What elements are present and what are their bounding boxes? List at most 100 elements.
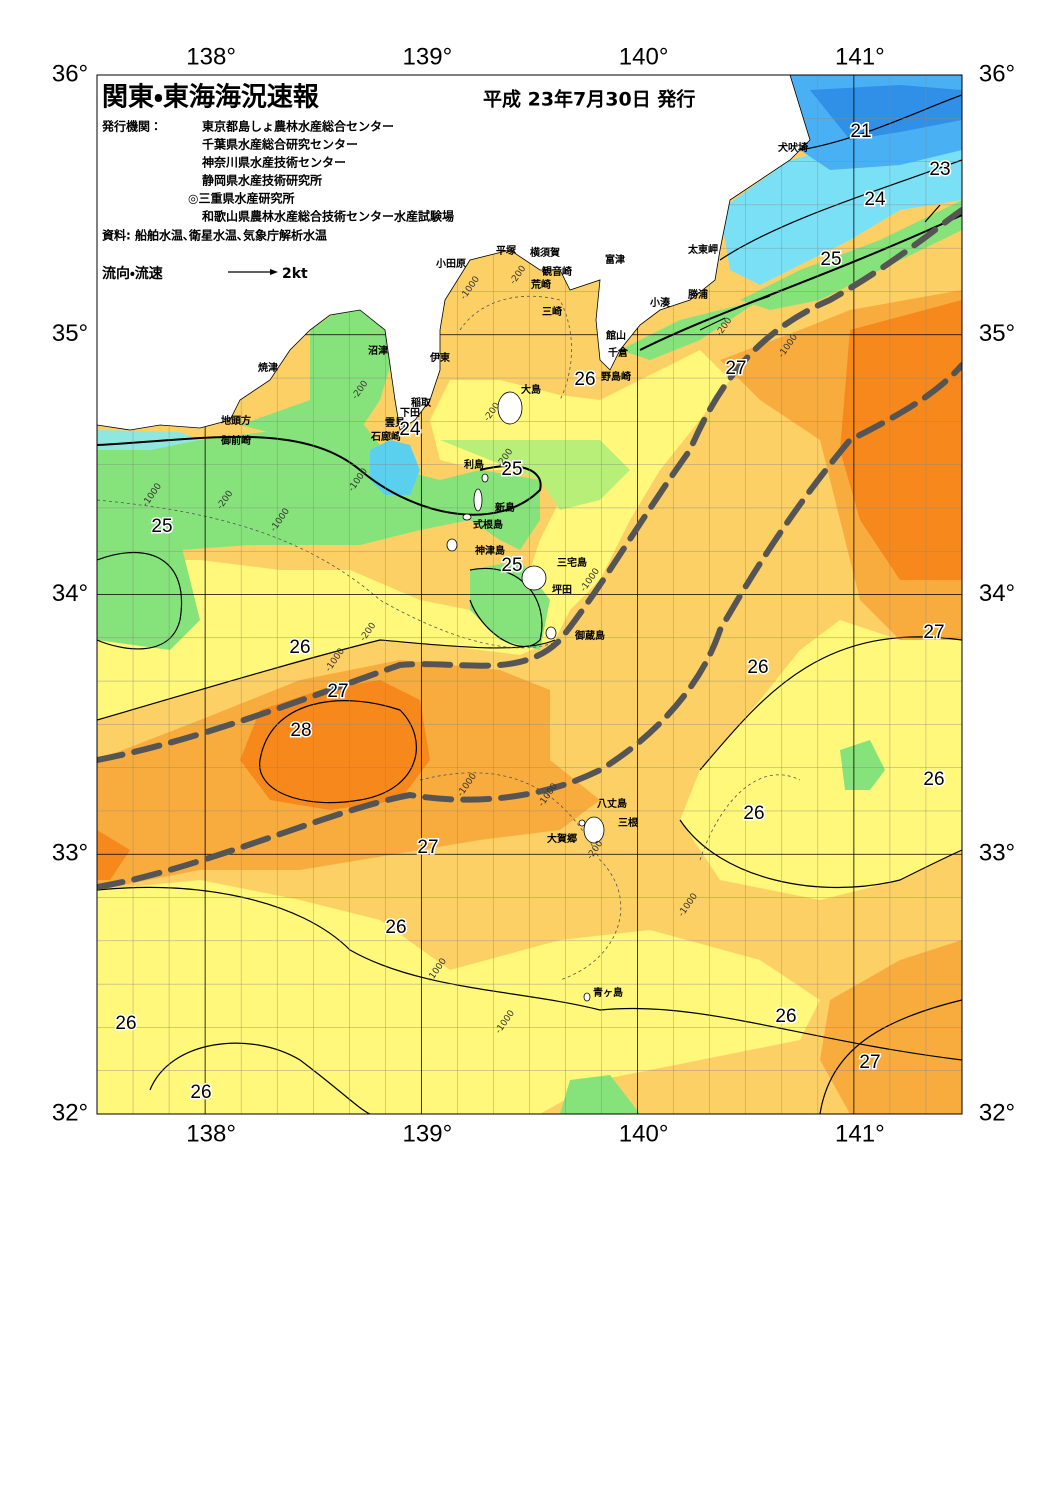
lat-label: 32°	[979, 1099, 1015, 1126]
issuer: 東京都島しょ農林水産総合センター	[202, 119, 394, 134]
place-name: 下田	[400, 407, 420, 419]
place-name: 坪田	[552, 583, 572, 596]
lat-label: 35°	[52, 320, 88, 347]
lat-label: 32°	[52, 1099, 88, 1126]
data-source: 資料: 船舶水温､衛星水温､気象庁解析水温	[102, 228, 327, 243]
zone-24-25	[840, 740, 885, 790]
isotherm	[679, 819, 962, 889]
temperature-label: 21	[850, 121, 871, 142]
lon-label: 141°	[835, 43, 885, 70]
place-name: 千倉	[608, 346, 629, 359]
isobath	[419, 772, 622, 981]
issuer: 静岡県水産技術研究所	[202, 173, 322, 188]
place-name: 館山	[605, 329, 626, 342]
isotherm	[699, 636, 962, 771]
temperature-label: 24	[399, 419, 421, 440]
lon-label: 140°	[619, 43, 669, 70]
lon-label: 138°	[186, 1120, 236, 1147]
lon-label: 141°	[835, 1120, 885, 1147]
temperature-label: 26	[775, 1006, 796, 1027]
place-name: 沼津	[368, 344, 388, 357]
temperature-label: 26	[289, 637, 310, 658]
lat-label: 33°	[52, 840, 88, 867]
isotherm	[799, 94, 962, 151]
land-mass	[97, 75, 811, 431]
issuer-label: 発行機関：	[101, 119, 162, 134]
legend-scale: 2kt	[282, 266, 308, 282]
temperature-label: 26	[115, 1013, 136, 1034]
temperature-label: 26	[923, 769, 944, 790]
current-arrow	[699, 317, 726, 331]
zone-25-26	[97, 880, 820, 1114]
island	[578, 819, 586, 827]
temperature-label: 25	[501, 555, 522, 576]
isobath	[459, 295, 572, 401]
kuroshio-axis	[97, 207, 962, 890]
isotherm	[719, 159, 962, 261]
temperature-label: 27	[327, 681, 348, 702]
current-arrow	[744, 295, 771, 306]
island	[583, 816, 605, 844]
issuer: 和歌山県農林水産総合技術センター水産試験場	[201, 209, 454, 224]
island	[473, 488, 483, 512]
island	[521, 565, 547, 591]
isotherm	[97, 435, 542, 516]
island	[446, 538, 458, 552]
isotherm	[259, 700, 417, 804]
temperature-label: 28	[290, 720, 311, 741]
issuer: ◎三重県水産研究所	[188, 191, 294, 206]
zone-23	[370, 440, 420, 495]
island	[545, 626, 557, 640]
temperature-label: 25	[820, 249, 841, 270]
zone-24-25	[97, 540, 200, 650]
lat-label: 34°	[979, 580, 1015, 607]
zone-25-26	[680, 620, 962, 900]
place-name: 神津島	[474, 544, 505, 557]
issuer: 千葉県水産総合研究センター	[202, 137, 358, 152]
place-name: 三崎	[542, 305, 562, 318]
kuroshio-path	[97, 362, 962, 890]
zone-28	[97, 830, 130, 880]
lat-label: 36°	[979, 60, 1015, 87]
temperature-label: 26	[747, 657, 768, 678]
temperature-label: 26	[574, 369, 595, 390]
place-name: 勝浦	[688, 288, 708, 301]
place-name: 御前崎	[220, 434, 251, 447]
place-name: 大賀郷	[547, 832, 577, 845]
place-name: 青ヶ島	[593, 986, 623, 999]
place-name: 富津	[605, 253, 625, 266]
temperature-label: 24	[864, 189, 886, 210]
isotherm	[149, 1042, 371, 1114]
lon-label: 138°	[186, 43, 236, 70]
zone-24-25	[240, 310, 395, 440]
place-name: 三根	[618, 816, 639, 829]
zone-28	[240, 680, 430, 810]
temperature-label: 25	[151, 516, 172, 537]
lat-label: 36°	[52, 60, 88, 87]
zone-24-25	[620, 300, 760, 360]
temperature-label: 26	[743, 803, 764, 824]
place-name: 小湊	[649, 296, 671, 309]
temperature-label: 25	[501, 459, 522, 480]
place-name: 荒崎	[530, 278, 551, 291]
place-name: 平塚	[496, 244, 517, 257]
zone-27-28	[820, 940, 962, 1114]
lat-label: 34°	[52, 580, 88, 607]
lat-label: 35°	[979, 320, 1015, 347]
legend-label: 流向・流速	[102, 265, 163, 282]
place-name: 犬吠埼	[778, 141, 808, 154]
island	[497, 391, 523, 425]
place-name: 八丈島	[597, 797, 627, 810]
temperature-label: 27	[725, 358, 746, 379]
place-name: 太東岬	[687, 243, 718, 256]
temperature-label: 23	[929, 159, 950, 180]
isotherm	[819, 999, 962, 1114]
cool-zones	[97, 75, 962, 1114]
place-name: 大島	[521, 383, 541, 396]
issuer: 神奈川県水産技術センター	[201, 155, 346, 170]
current-arrows	[699, 204, 941, 331]
zone-24-25	[560, 1075, 640, 1114]
temperature-label: 27	[923, 622, 944, 643]
